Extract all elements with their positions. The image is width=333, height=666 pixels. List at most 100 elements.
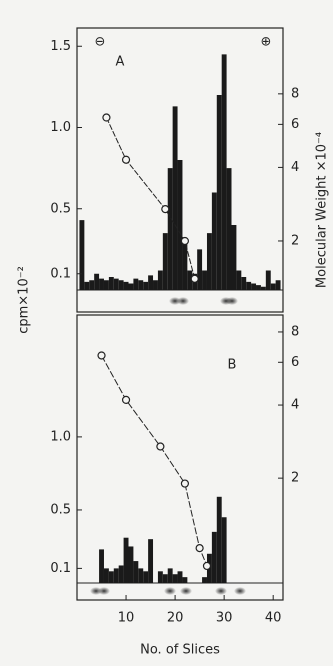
x-tick-label: 30 [216, 611, 233, 626]
bar [143, 282, 148, 290]
bar [94, 274, 99, 290]
bar [89, 280, 94, 290]
bar [138, 280, 143, 290]
bar [178, 160, 183, 290]
bar [148, 539, 153, 583]
bar [104, 568, 109, 583]
bar [212, 193, 217, 291]
bar [124, 282, 129, 290]
mw-line [102, 355, 207, 565]
bar [241, 277, 246, 290]
y2-tick-label: 4 [291, 160, 299, 175]
bar [178, 571, 183, 583]
mw-point [157, 443, 164, 450]
panel-label: A [116, 55, 125, 70]
y-tick-label: 1.0 [50, 120, 71, 135]
bar [182, 577, 187, 583]
chart: 0.10.51.01.52468A⊖⊕cpm×10⁻²Molecular Wei… [0, 0, 333, 666]
y2-axis-title: Molecular Weight ×10⁻⁴ [315, 132, 330, 288]
bar [251, 284, 256, 291]
gel-band [226, 297, 238, 305]
y2-tick-label: 8 [291, 324, 299, 339]
bar [158, 571, 163, 583]
mw-point [181, 480, 188, 487]
bar [212, 532, 217, 583]
y2-tick-label: 4 [291, 398, 299, 413]
mw-point [203, 562, 210, 569]
bar [163, 574, 168, 583]
bar [138, 568, 143, 583]
bar [148, 275, 153, 290]
mw-point [181, 237, 188, 244]
y-tick-label: 1.0 [50, 429, 71, 444]
bar [168, 568, 173, 583]
bar [217, 95, 222, 290]
bar [104, 280, 109, 290]
bar [79, 220, 84, 290]
bar [276, 280, 281, 290]
y2-tick-label: 8 [291, 86, 299, 101]
y2-tick-label: 6 [291, 117, 299, 132]
bar [207, 233, 212, 290]
mw-point [123, 156, 130, 163]
panel-frame [77, 315, 283, 600]
y-tick-label: 0.5 [50, 502, 71, 517]
bar [271, 284, 276, 291]
mw-point [98, 352, 105, 359]
bar [227, 168, 232, 290]
x-tick-label: 10 [118, 611, 135, 626]
gel-band [164, 587, 176, 595]
y-tick-label: 0.5 [50, 201, 71, 216]
bar [158, 271, 163, 291]
x-tick-label: 40 [265, 611, 282, 626]
y2-tick-label: 6 [291, 355, 299, 370]
mw-point [103, 114, 110, 121]
bar [114, 279, 119, 290]
electrode-sign: ⊖ [95, 35, 106, 50]
y-tick-label: 0.1 [50, 266, 71, 281]
bar [119, 280, 124, 290]
bar [99, 279, 104, 290]
y2-tick-label: 2 [291, 233, 299, 248]
bar [153, 280, 158, 290]
bar [133, 561, 138, 583]
y-tick-label: 1.5 [50, 39, 71, 54]
bar [114, 568, 119, 583]
bar [202, 577, 207, 583]
bar [124, 538, 129, 583]
bar [129, 546, 134, 583]
bar [173, 106, 178, 290]
bar [261, 287, 266, 290]
bar [197, 249, 202, 290]
bar [119, 565, 124, 583]
gel-band [215, 587, 227, 595]
mw-point [196, 545, 203, 552]
y-tick-label: 0.1 [50, 561, 71, 576]
bar [217, 497, 222, 583]
bar [246, 282, 251, 290]
mw-point [191, 275, 198, 282]
x-axis-title: No. of Slices [140, 643, 220, 658]
bar [222, 54, 227, 290]
mw-point [162, 206, 169, 213]
bar [109, 277, 114, 290]
bar [109, 571, 114, 583]
gel-band [98, 587, 110, 595]
gel-band [234, 587, 246, 595]
bar [266, 271, 271, 291]
bar [236, 271, 241, 291]
bar [84, 282, 89, 290]
y2-tick-label: 2 [291, 471, 299, 486]
gel-band [180, 587, 192, 595]
gel-band [177, 297, 189, 305]
bar [173, 574, 178, 583]
bar [143, 571, 148, 583]
bar [163, 233, 168, 290]
bar [168, 168, 173, 290]
bar [133, 279, 138, 290]
electrode-sign: ⊕ [261, 35, 272, 50]
panel-label: B [228, 358, 237, 373]
bar [232, 225, 237, 290]
bar [99, 549, 104, 583]
bar [222, 517, 227, 583]
